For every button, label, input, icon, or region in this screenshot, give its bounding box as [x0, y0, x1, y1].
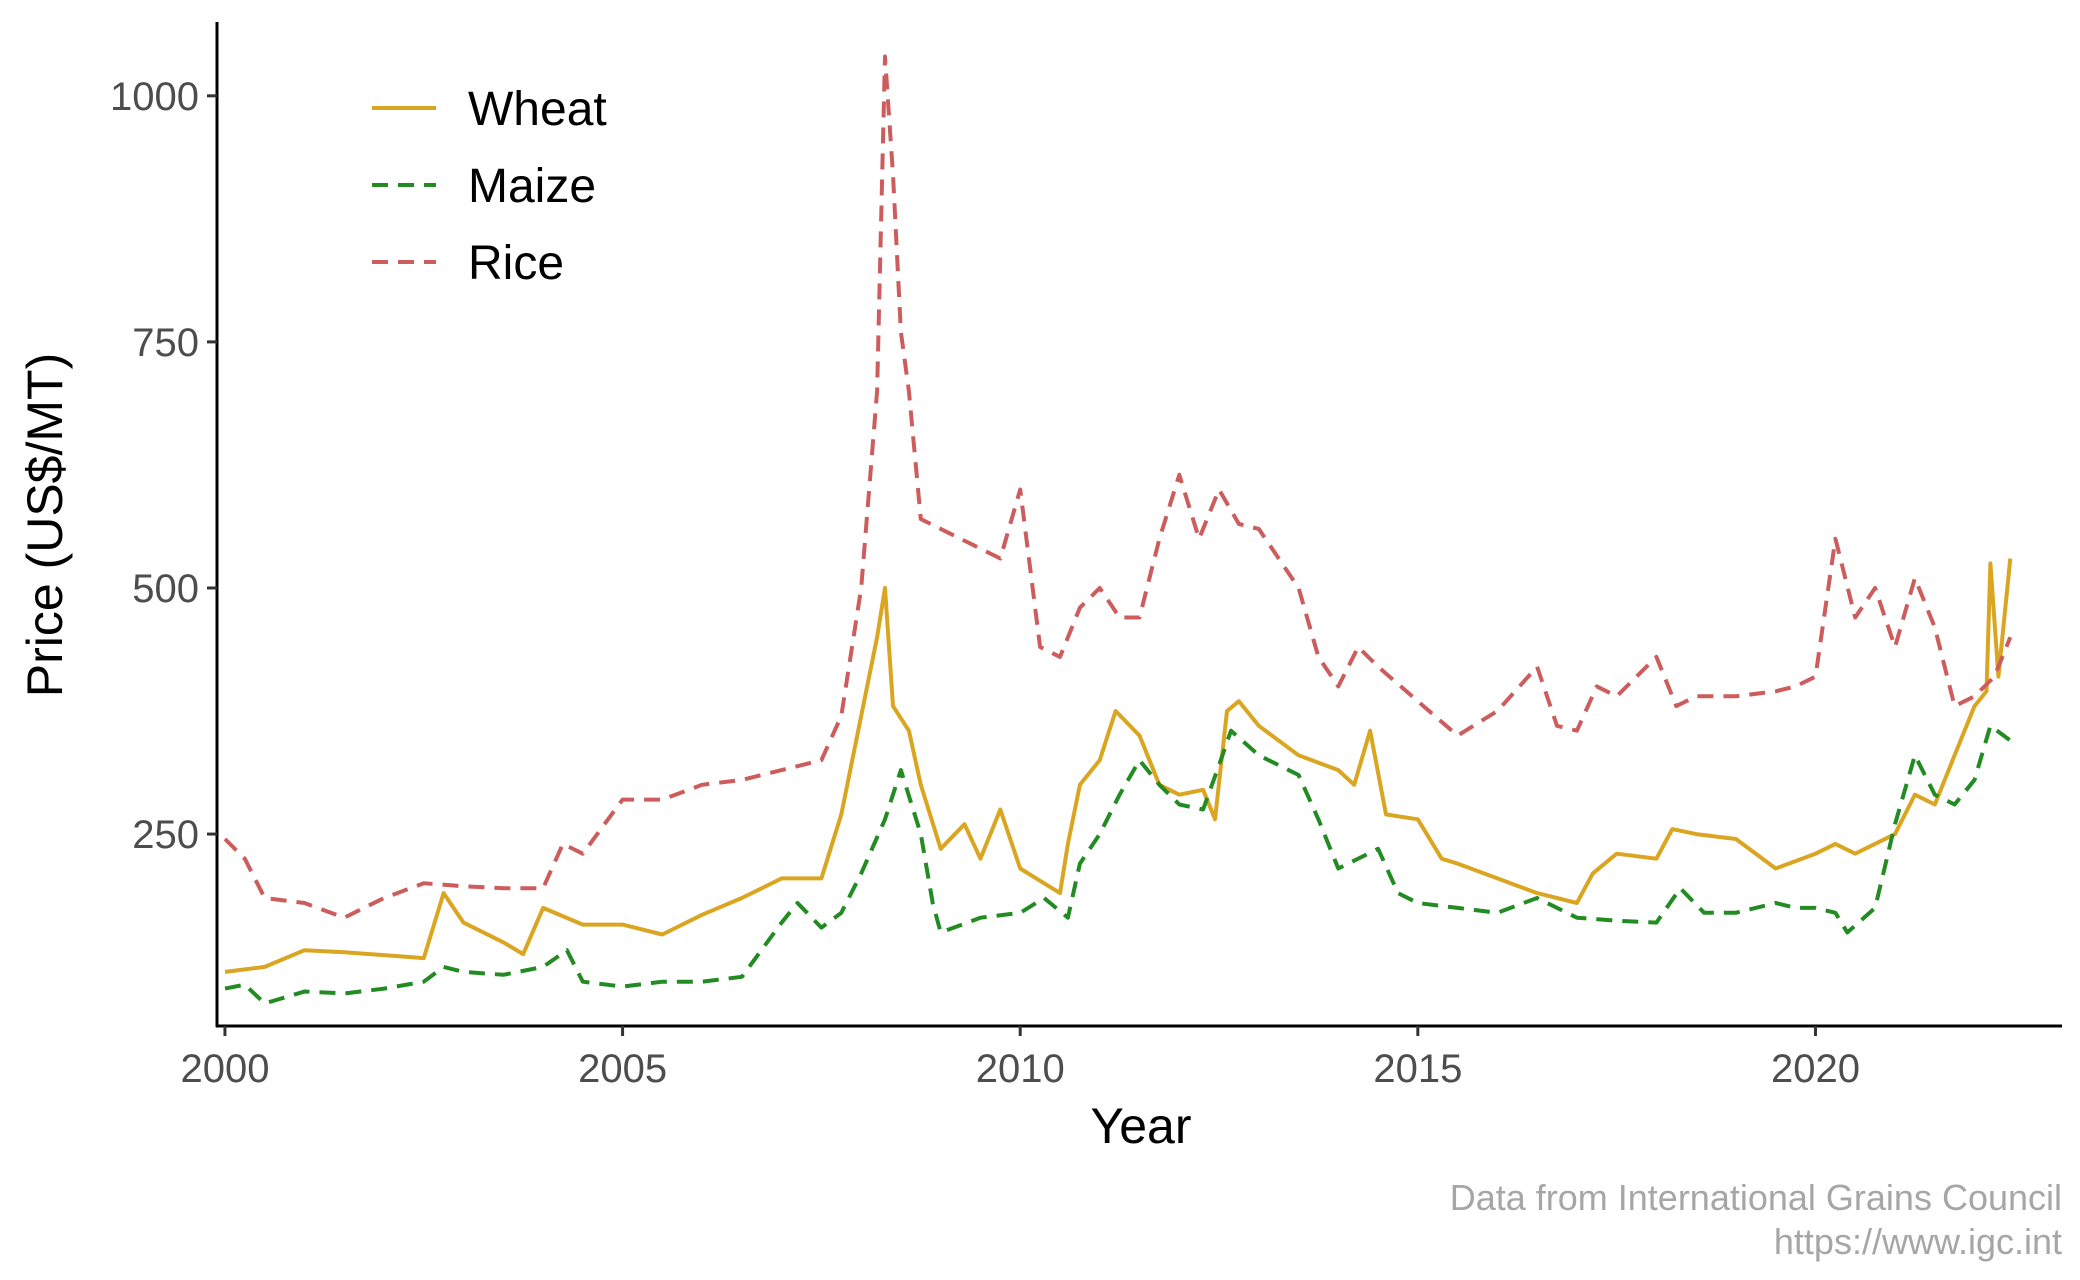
x-tick-label: 2010 — [976, 1047, 1065, 1091]
x-axis-title: Year — [1090, 1098, 1191, 1154]
y-tick-label: 750 — [132, 321, 199, 365]
y-tick-label: 1000 — [110, 75, 199, 119]
legend-label-maize: Maize — [468, 160, 596, 213]
y-tick-label: 500 — [132, 567, 199, 611]
legend: Wheat Maize Rice — [372, 83, 607, 290]
y-tick-label: 250 — [132, 813, 199, 857]
series-layer — [223, 54, 2013, 1006]
x-tick-label: 2005 — [578, 1047, 667, 1091]
series-line-wheat — [224, 558, 2013, 974]
x-tick-label: 2000 — [180, 1047, 269, 1091]
caption-source: Data from International Grains Council — [1450, 1177, 2062, 1218]
legend-label-wheat: Wheat — [468, 83, 607, 136]
x-tick-label: 2020 — [1771, 1047, 1860, 1091]
y-axis-title: Price (US$/MT) — [17, 353, 73, 697]
series-line-maize — [224, 723, 2012, 1006]
caption-url: https://www.igc.int — [1774, 1221, 2062, 1262]
legend-label-rice: Rice — [468, 237, 564, 290]
x-tick-label: 2015 — [1373, 1047, 1462, 1091]
axes-layer: 2000 2005 2010 2015 2020 250 500 750 1000 — [110, 22, 2062, 1091]
series-line-rice — [223, 54, 2013, 920]
